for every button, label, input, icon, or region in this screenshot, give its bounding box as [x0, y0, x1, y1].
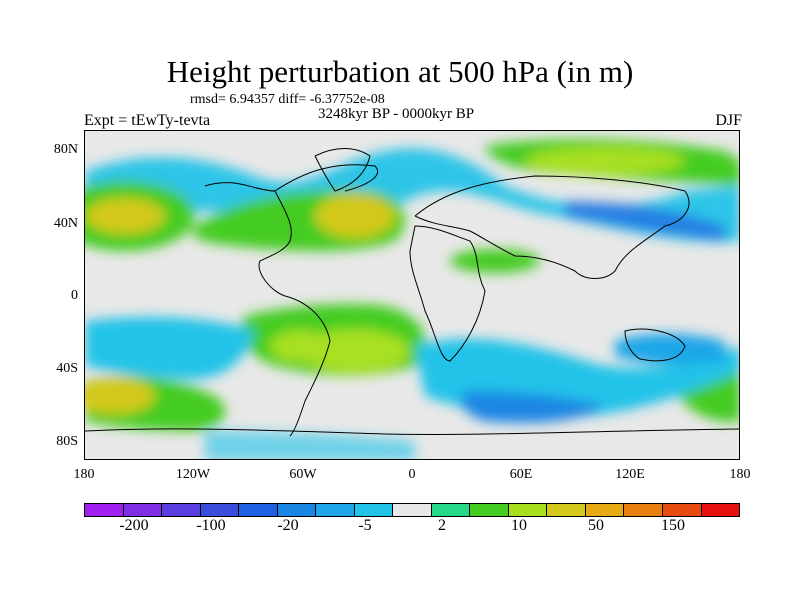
colorbar-segment — [162, 504, 201, 516]
colorbar-segment — [701, 504, 740, 516]
lat-label-40s: 40S — [56, 361, 78, 376]
colorbar-segment — [123, 504, 163, 516]
colorbar — [84, 503, 740, 517]
contour-fill — [85, 139, 739, 459]
colorbar-label: -200 — [119, 517, 149, 534]
lon-label-60e: 60E — [509, 467, 533, 482]
colorbar-label: -100 — [196, 517, 226, 534]
colorbar-segment — [431, 504, 471, 516]
colorbar-segment — [354, 504, 394, 516]
colorbar-segment — [662, 504, 702, 516]
lat-label-80n: 80N — [53, 142, 78, 157]
season-label: DJF — [715, 112, 742, 129]
lon-label-60w: 60W — [289, 467, 317, 482]
lon-label-0: 0 — [408, 467, 416, 482]
colorbar-segment — [316, 504, 355, 516]
colorbar-label: -5 — [358, 517, 372, 534]
lon-label-180e: 180 — [729, 467, 751, 482]
colorbar-segment — [585, 504, 625, 516]
lat-label-40n: 40N — [53, 216, 78, 231]
experiment-label: Expt = tEwTy-tevta — [84, 112, 211, 129]
colorbar-segment — [508, 504, 548, 516]
lon-label-180w: 180 — [73, 467, 95, 482]
colorbar-segment — [547, 504, 586, 516]
colorbar-label: 50 — [588, 517, 604, 534]
period-label: 3248kyr BP - 0000kyr BP — [318, 106, 475, 122]
lon-label-120w: 120W — [175, 467, 211, 482]
coastlines — [85, 148, 739, 437]
lon-label-120e: 120E — [615, 467, 645, 482]
colorbar-label: 2 — [438, 517, 446, 534]
colorbar-segment — [200, 504, 240, 516]
colorbar-label: 150 — [661, 517, 685, 534]
colorbar-label: -20 — [277, 517, 299, 534]
colorbar-segment — [393, 504, 432, 516]
field-map — [85, 139, 739, 459]
colorbar-segment — [277, 504, 317, 516]
stats-text: rmsd= 6.94357 diff= -6.37752e-08 — [190, 92, 385, 107]
colorbar-segment — [239, 504, 278, 516]
colorbar-segment — [470, 504, 509, 516]
colorbar-segment — [624, 504, 663, 516]
lat-label-0: 0 — [71, 288, 78, 303]
map-panel — [84, 130, 740, 460]
lat-label-80s: 80S — [56, 434, 78, 449]
colorbar-label: 10 — [511, 517, 527, 534]
map-title: Height perturbation at 500 hPa (in m) — [166, 54, 634, 89]
colorbar-segment — [85, 504, 124, 516]
